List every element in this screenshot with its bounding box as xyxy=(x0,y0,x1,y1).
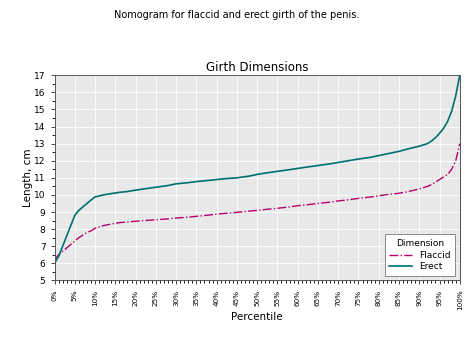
Legend: Flaccid, Erect: Flaccid, Erect xyxy=(385,235,455,276)
Erect xyxy=(433,136,438,140)
Y-axis label: Length, cm: Length, cm xyxy=(23,148,33,207)
Flaccid xyxy=(287,205,292,209)
Line: Flaccid: Flaccid xyxy=(55,144,460,260)
Title: Girth Dimensions: Girth Dimensions xyxy=(206,61,309,74)
Flaccid xyxy=(384,193,390,197)
Flaccid xyxy=(52,258,57,262)
Erect xyxy=(287,168,292,172)
Erect xyxy=(315,163,321,168)
Text: Nomogram for flaccid and erect girth of the penis.: Nomogram for flaccid and erect girth of … xyxy=(114,10,360,20)
X-axis label: Percentile: Percentile xyxy=(231,312,283,321)
Line: Erect: Erect xyxy=(55,75,460,263)
Flaccid xyxy=(433,180,438,184)
Flaccid xyxy=(295,204,301,208)
Erect xyxy=(125,189,130,194)
Erect xyxy=(384,152,390,156)
Erect xyxy=(295,167,301,171)
Flaccid xyxy=(315,201,321,206)
Erect xyxy=(457,73,463,77)
Flaccid xyxy=(457,142,463,146)
Erect xyxy=(52,261,57,265)
Flaccid xyxy=(125,220,130,224)
